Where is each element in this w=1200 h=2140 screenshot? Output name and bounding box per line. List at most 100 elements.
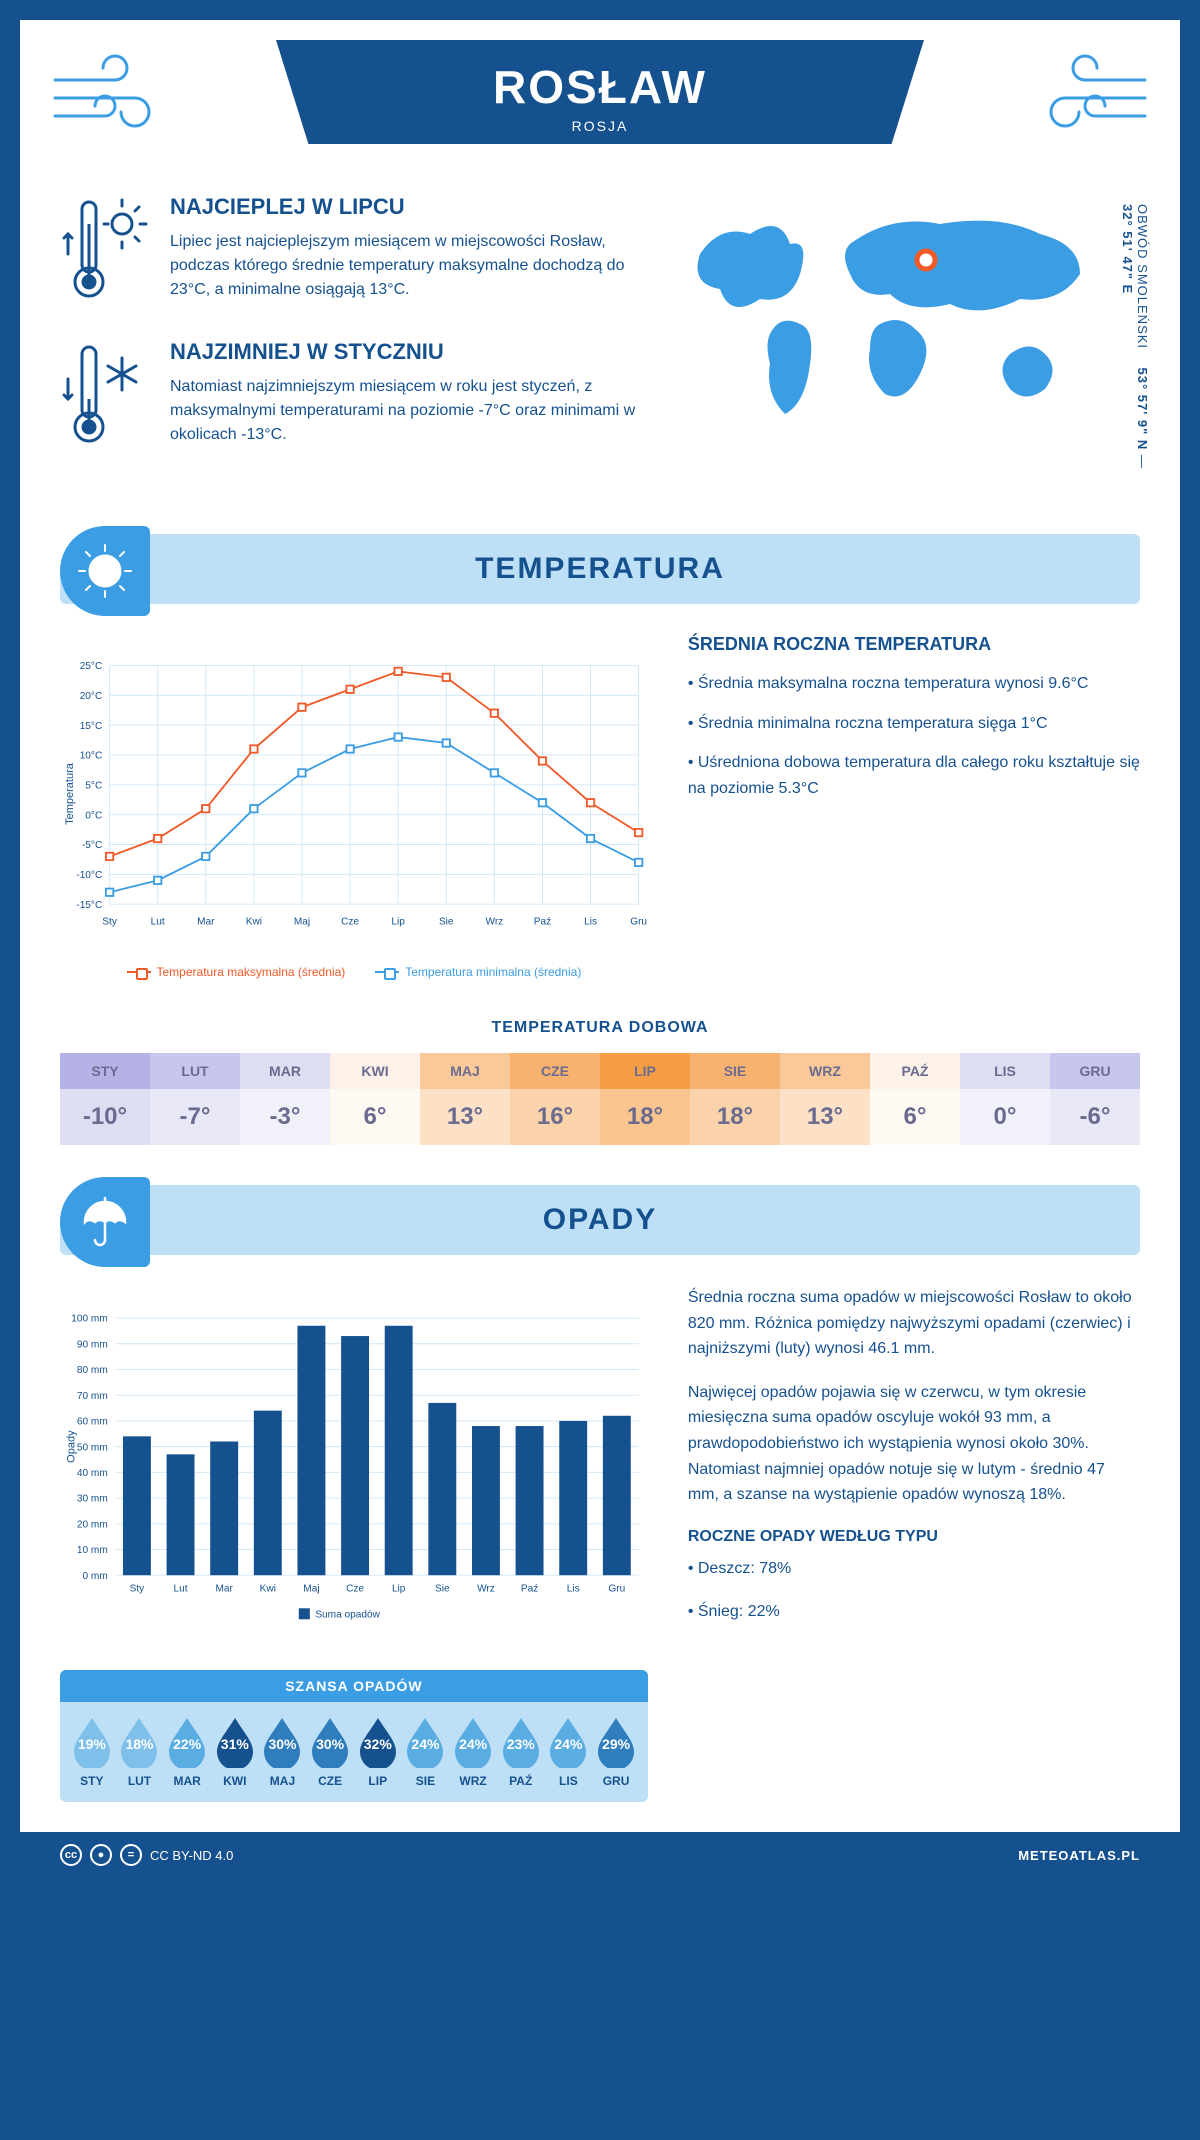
svg-text:Sie: Sie: [435, 1584, 450, 1595]
svg-text:-5°C: -5°C: [82, 840, 102, 851]
wind-icon: [50, 50, 180, 140]
precip-chart: 0 mm 10 mm 20 mm 30 mm 40 mm 50 mm 60 mm 70 mm 8…: [60, 1285, 648, 1650]
svg-text:Kwi: Kwi: [260, 1584, 276, 1595]
month-cell: STY-10°: [60, 1053, 150, 1145]
drop-icon: 30%: [260, 1716, 304, 1768]
svg-text:Sty: Sty: [102, 916, 118, 927]
precip-type-title: ROCZNE OPADY WEDŁUG TYPU: [688, 1528, 1140, 1546]
thermometer-snow-icon: [60, 339, 150, 454]
svg-text:Sie: Sie: [439, 916, 454, 927]
drop-cell: 19% STY: [68, 1716, 116, 1788]
svg-text:Gru: Gru: [608, 1584, 625, 1595]
month-cell: MAJ13°: [420, 1053, 510, 1145]
month-cell: PAŹ6°: [870, 1053, 960, 1145]
top-info: NAJCIEPLEJ W LIPCU Lipiec jest najcieple…: [20, 184, 1180, 514]
drop-icon: 31%: [213, 1716, 257, 1768]
umbrella-icon: [60, 1177, 150, 1267]
month-cell: CZE16°: [510, 1053, 600, 1145]
hottest-text: Lipiec jest najcieplejszym miesiącem w m…: [170, 230, 650, 302]
svg-text:0 mm: 0 mm: [83, 1571, 108, 1582]
svg-text:Lip: Lip: [391, 916, 405, 927]
drop-icon: 19%: [70, 1716, 114, 1768]
sun-icon: [60, 526, 150, 616]
svg-text:Suma opadów: Suma opadów: [315, 1609, 380, 1620]
drop-cell: 22% MAR: [163, 1716, 211, 1788]
coordinates: OBWÓD SMOLEŃSKI 53° 57' 9" N — 32° 51' 4…: [1120, 204, 1150, 484]
hottest-block: NAJCIEPLEJ W LIPCU Lipiec jest najcieple…: [60, 194, 650, 309]
world-map: OBWÓD SMOLEŃSKI 53° 57' 9" N — 32° 51' 4…: [680, 194, 1140, 484]
svg-text:20 mm: 20 mm: [77, 1519, 108, 1530]
svg-text:5°C: 5°C: [85, 780, 102, 791]
drop-icon: 22%: [165, 1716, 209, 1768]
drop-cell: 30% MAJ: [259, 1716, 307, 1788]
drop-icon: 23%: [499, 1716, 543, 1768]
svg-text:Temperatura: Temperatura: [64, 762, 76, 825]
temperature-chart: -15°C-10°C-5°C0°C5°C10°C15°C20°C25°CStyL…: [60, 634, 648, 979]
svg-text:-15°C: -15°C: [76, 900, 102, 911]
svg-text:70 mm: 70 mm: [77, 1391, 108, 1402]
svg-text:25°C: 25°C: [80, 661, 103, 672]
drop-cell: 23% PAŹ: [497, 1716, 545, 1788]
svg-text:Lis: Lis: [584, 916, 597, 927]
drop-cell: 18% LUT: [116, 1716, 164, 1788]
drop-icon: 18%: [117, 1716, 161, 1768]
svg-text:15°C: 15°C: [80, 721, 103, 732]
chance-box: SZANSA OPADÓW 19% STY 18% LUT 22% MAR 31…: [60, 1670, 648, 1802]
annual-temp-text: ŚREDNIA ROCZNA TEMPERATURA • Średnia mak…: [688, 634, 1140, 979]
svg-text:Cze: Cze: [346, 1584, 364, 1595]
header-banner: ROSŁAW ROSJA: [276, 40, 924, 144]
drop-icon: 24%: [403, 1716, 447, 1768]
svg-text:Maj: Maj: [303, 1584, 319, 1595]
svg-text:50 mm: 50 mm: [77, 1442, 108, 1453]
section-title: OPADY: [543, 1203, 657, 1237]
daily-temp-title: TEMPERATURA DOBOWA: [20, 1019, 1180, 1037]
svg-text:Opady: Opady: [66, 1430, 78, 1463]
cc-icon: cc: [60, 1844, 82, 1866]
coldest-block: NAJZIMNIEJ W STYCZNIU Natomiast najzimni…: [60, 339, 650, 454]
section-title: TEMPERATURA: [475, 552, 725, 586]
drop-icon: 24%: [451, 1716, 495, 1768]
svg-text:30 mm: 30 mm: [77, 1494, 108, 1505]
svg-text:Wrz: Wrz: [485, 916, 503, 927]
coldest-text: Natomiast najzimniejszym miesiącem w rok…: [170, 375, 650, 447]
svg-text:Paź: Paź: [534, 916, 551, 927]
month-cell: LIP18°: [600, 1053, 690, 1145]
svg-text:Wrz: Wrz: [477, 1584, 495, 1595]
month-cell: WRZ13°: [780, 1053, 870, 1145]
nd-icon: =: [120, 1844, 142, 1866]
drop-cell: 24% WRZ: [449, 1716, 497, 1788]
drop-cell: 24% LIS: [545, 1716, 593, 1788]
thermometer-sun-icon: [60, 194, 150, 309]
month-cell: GRU-6°: [1050, 1053, 1140, 1145]
daily-temp-table: STY-10°LUT-7°MAR-3°KWI6°MAJ13°CZE16°LIP1…: [60, 1053, 1140, 1145]
drop-cell: 31% KWI: [211, 1716, 259, 1788]
section-precip: OPADY: [60, 1185, 1140, 1255]
svg-text:Cze: Cze: [341, 916, 359, 927]
svg-text:Gru: Gru: [630, 916, 647, 927]
drop-icon: 29%: [594, 1716, 638, 1768]
svg-text:Maj: Maj: [294, 916, 310, 927]
svg-text:10 mm: 10 mm: [77, 1545, 108, 1556]
month-cell: LIS0°: [960, 1053, 1050, 1145]
drop-icon: 30%: [308, 1716, 352, 1768]
legend-max: Temperatura maksymalna (średnia): [157, 965, 346, 979]
drop-cell: 32% LIP: [354, 1716, 402, 1788]
svg-text:40 mm: 40 mm: [77, 1468, 108, 1479]
precip-text: Średnia roczna suma opadów w miejscowośc…: [688, 1285, 1140, 1802]
svg-text:Kwi: Kwi: [246, 916, 262, 927]
svg-text:60 mm: 60 mm: [77, 1417, 108, 1428]
coldest-title: NAJZIMNIEJ W STYCZNIU: [170, 339, 650, 365]
drop-cell: 29% GRU: [592, 1716, 640, 1788]
drop-icon: 24%: [546, 1716, 590, 1768]
month-cell: KWI6°: [330, 1053, 420, 1145]
svg-text:20°C: 20°C: [80, 691, 103, 702]
svg-text:Sty: Sty: [130, 1584, 146, 1595]
wind-icon: [1020, 50, 1150, 140]
site-name: METEOATLAS.PL: [1018, 1848, 1140, 1863]
annual-title: ŚREDNIA ROCZNA TEMPERATURA: [688, 634, 1140, 655]
month-cell: LUT-7°: [150, 1053, 240, 1145]
by-icon: ●: [90, 1844, 112, 1866]
svg-text:80 mm: 80 mm: [77, 1365, 108, 1376]
drop-cell: 30% CZE: [306, 1716, 354, 1788]
section-temperature: TEMPERATURA: [60, 534, 1140, 604]
